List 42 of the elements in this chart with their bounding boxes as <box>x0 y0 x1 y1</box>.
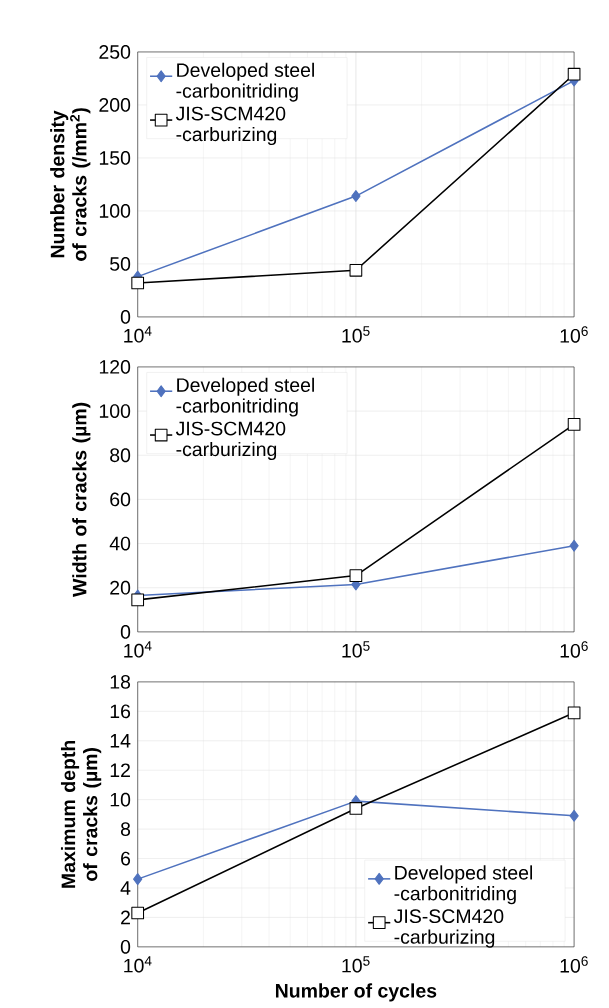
y-tick-label: 100 <box>99 404 131 418</box>
x-axis-title: Number of cycles <box>276 983 437 1002</box>
x-tick-label: 10$^{4}$ <box>124 641 152 658</box>
y-tick-label: 0 <box>120 310 131 324</box>
y-tick-label: 120 <box>99 360 131 374</box>
y-tick-label: 200 <box>99 98 131 112</box>
legend-label: JIS-SCM420 -carburizing <box>175 106 286 146</box>
x-tick-label: 10$^{4}$ <box>124 956 152 973</box>
x-tick-label: 10$^{6}$ <box>560 641 588 658</box>
legend-label: Developed steel -carbonitriding <box>176 62 315 102</box>
x-tick-label: 10$^{5}$ <box>342 956 370 973</box>
x-tick-label: 10$^{6}$ <box>560 956 588 973</box>
y-tick-label: 16 <box>110 704 131 719</box>
y-tick-label: 60 <box>110 492 131 507</box>
y-tick-label: 14 <box>110 734 131 748</box>
x-tick-label: 10$^{5}$ <box>342 641 370 658</box>
y-tick-label: 0 <box>120 939 131 954</box>
y-tick-label: 6 <box>121 851 131 866</box>
y-axis-title: Maximum depth of cracks (µm) <box>61 740 102 888</box>
y-tick-label: 2 <box>121 910 131 925</box>
y-tick-label: 0 <box>120 624 131 639</box>
y-axis-title: Number density of cracks (/mm$^{2}$) <box>50 108 91 261</box>
legend-label: Developed steel -carbonitriding <box>176 377 315 417</box>
x-tick-label: 10$^{4}$ <box>124 326 152 343</box>
y-tick-label: 8 <box>121 822 131 836</box>
y-tick-label: 18 <box>110 674 131 689</box>
y-tick-label: 80 <box>110 448 131 463</box>
y-tick-label: 100 <box>99 204 131 218</box>
y-tick-label: 10 <box>110 792 131 807</box>
y-tick-label: 12 <box>110 763 131 778</box>
legend-label: JIS-SCM420 -carburizing <box>175 421 286 461</box>
y-tick-label: 4 <box>120 881 131 895</box>
legend-label: Developed steel -carbonitriding <box>394 865 533 905</box>
y-tick-label: 150 <box>99 151 131 165</box>
y-tick-label: 50 <box>110 257 131 271</box>
y-tick-label: 250 <box>99 45 131 59</box>
x-tick-label: 10$^{5}$ <box>342 326 370 343</box>
y-tick-label: 20 <box>110 580 131 595</box>
y-tick-label: 40 <box>109 536 131 551</box>
x-tick-label: 10$^{6}$ <box>560 326 588 343</box>
legend-label: JIS-SCM420 -carburizing <box>394 909 504 948</box>
y-axis-title: Width of cracks (µm) <box>72 402 91 597</box>
